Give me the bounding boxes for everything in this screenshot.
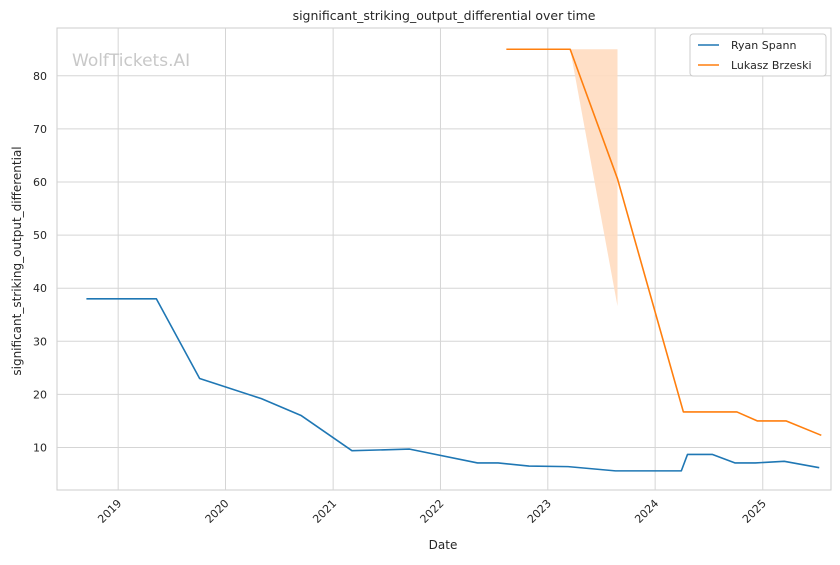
x-tick-label: 2023 bbox=[525, 497, 554, 526]
legend-label-ryan-spann: Ryan Spann bbox=[731, 39, 796, 52]
x-tick-label: 2019 bbox=[95, 497, 124, 526]
chart-title: significant_striking_output_differential… bbox=[293, 8, 596, 23]
x-tick-label: 2024 bbox=[632, 497, 661, 526]
y-tick-label: 20 bbox=[33, 388, 47, 401]
y-tick-label: 60 bbox=[33, 176, 47, 189]
x-tick-label: 2021 bbox=[310, 497, 339, 526]
x-tick-labels: 2019 2020 2021 2022 2023 2024 2025 bbox=[95, 497, 769, 526]
confidence-band bbox=[570, 49, 618, 307]
y-tick-label: 50 bbox=[33, 229, 47, 242]
legend-label-lukasz-brzeski: Lukasz Brzeski bbox=[731, 59, 812, 72]
x-tick-label: 2025 bbox=[740, 497, 769, 526]
grid-lines bbox=[57, 28, 831, 490]
y-tick-label: 30 bbox=[33, 335, 47, 348]
legend: Ryan Spann Lukasz Brzeski bbox=[689, 33, 827, 77]
series-lines bbox=[86, 48, 822, 472]
x-tick-label: 2022 bbox=[418, 497, 447, 526]
x-tick-label: 2020 bbox=[203, 497, 232, 526]
y-tick-label: 80 bbox=[33, 70, 47, 83]
y-tick-label: 10 bbox=[33, 442, 47, 455]
watermark: WolfTickets.AI bbox=[72, 51, 190, 71]
plot-area bbox=[56, 27, 832, 491]
series-line-ryan-spann bbox=[86, 298, 820, 472]
y-tick-label: 70 bbox=[33, 123, 47, 136]
series-line-lukasz-brzeski bbox=[506, 48, 822, 437]
y-tick-labels: 10 20 30 40 50 60 70 80 bbox=[33, 70, 47, 455]
legend-box bbox=[689, 33, 827, 77]
y-tick-label: 40 bbox=[33, 282, 47, 295]
x-axis-label: Date bbox=[429, 538, 458, 552]
y-axis-label: significant_striking_output_differential bbox=[10, 146, 24, 375]
